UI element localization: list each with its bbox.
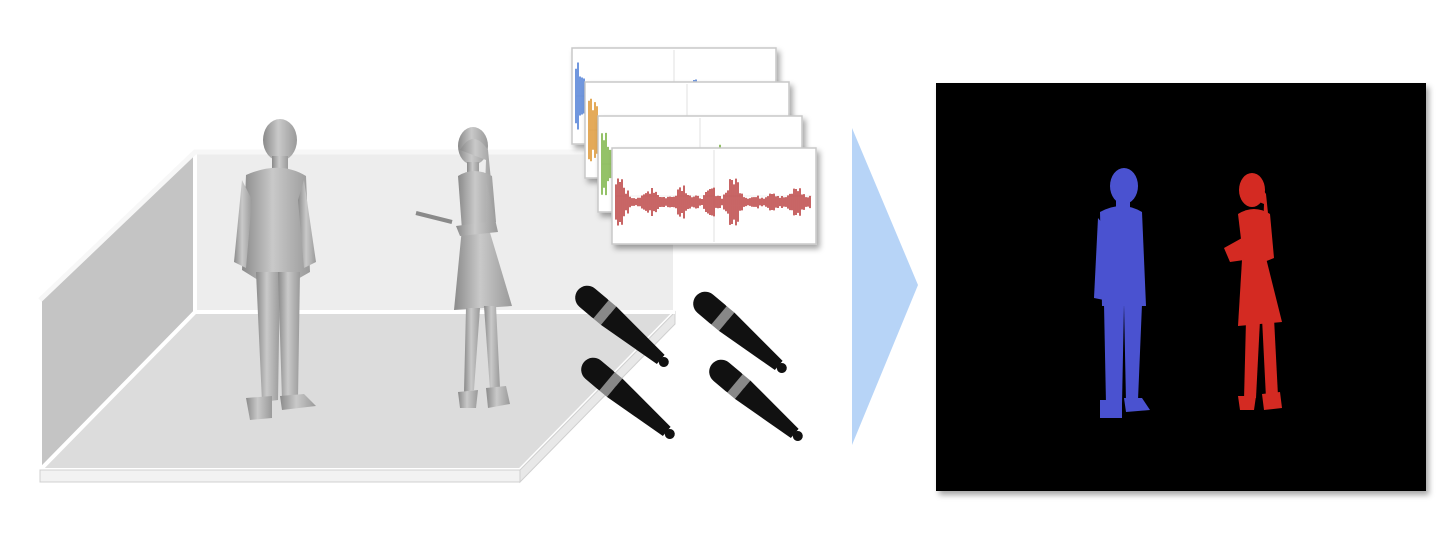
room-floor-edge — [39, 469, 521, 483]
person-man — [234, 119, 316, 420]
silhouette-man — [1094, 168, 1150, 418]
microphone-array — [575, 285, 803, 441]
microphone-icon — [709, 359, 803, 441]
waveform-4 — [611, 147, 817, 245]
silhouette-woman — [1224, 173, 1282, 410]
waveform-stack — [571, 47, 817, 245]
segmentation-output — [936, 83, 1426, 491]
person-woman — [415, 127, 512, 408]
microphone-icon — [575, 285, 669, 367]
arrow-right-icon — [852, 128, 918, 445]
output-background — [936, 83, 1426, 491]
room-scene — [35, 119, 680, 484]
microphone-icon — [581, 357, 675, 439]
microphone-icon — [693, 291, 787, 373]
